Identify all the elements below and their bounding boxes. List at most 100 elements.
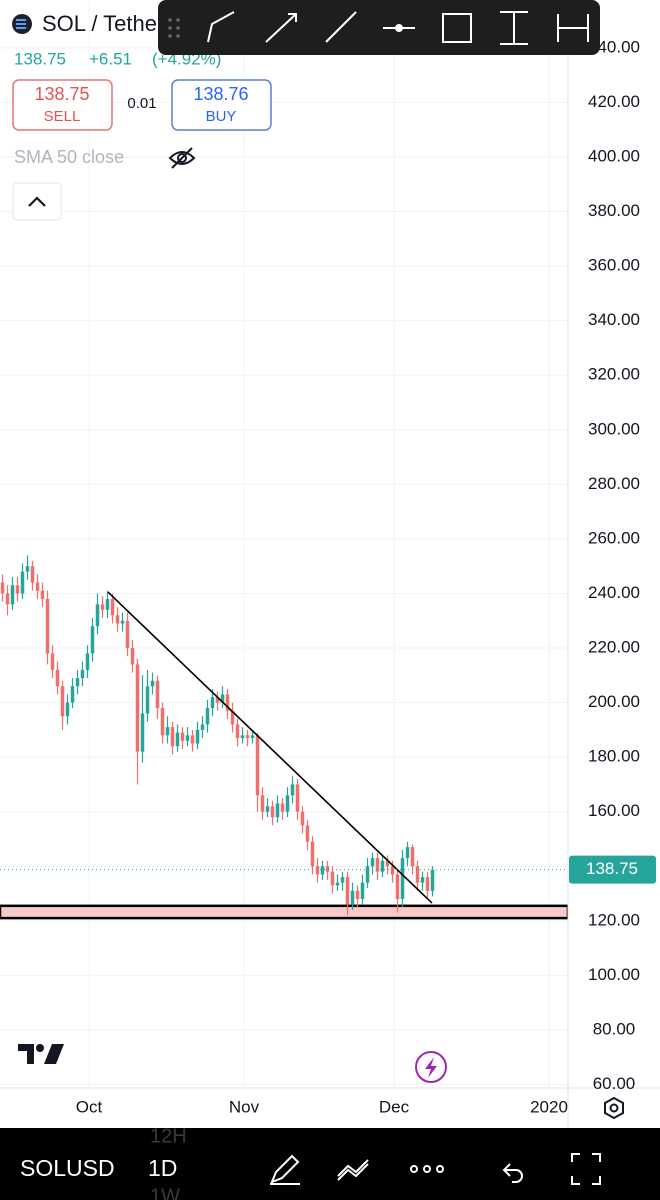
candle-body bbox=[200, 724, 205, 730]
candle-body bbox=[255, 735, 260, 796]
support-zone bbox=[0, 904, 568, 920]
candle-body bbox=[235, 724, 240, 739]
collapse-button[interactable] bbox=[12, 182, 62, 221]
candle-body bbox=[210, 697, 215, 709]
tool-path[interactable] bbox=[207, 11, 235, 43]
candle-body bbox=[225, 694, 230, 711]
lines-icon[interactable] bbox=[337, 1159, 369, 1181]
candle-body bbox=[405, 847, 410, 859]
bottom-bar bbox=[0, 1128, 660, 1200]
symbol-logo-mark bbox=[16, 19, 26, 29]
y-tick-label: 200.00 bbox=[588, 692, 640, 711]
candle-body bbox=[170, 727, 175, 747]
candle-body bbox=[165, 727, 170, 736]
candle-body bbox=[145, 686, 150, 714]
settings-icon[interactable] bbox=[604, 1096, 624, 1120]
candle-body bbox=[230, 710, 235, 725]
trend-line bbox=[107, 591, 433, 904]
candle-body bbox=[75, 678, 80, 687]
tool-measure[interactable] bbox=[557, 14, 589, 42]
last-price-label: 138.75 bbox=[586, 859, 638, 878]
candle-body bbox=[155, 680, 160, 709]
y-tick-label: 120.00 bbox=[588, 910, 640, 929]
drawing-toolbar bbox=[158, 0, 600, 55]
toolbar-bg bbox=[158, 0, 600, 55]
y-tick-label: 380.00 bbox=[588, 201, 640, 220]
candle-body bbox=[175, 732, 180, 747]
candle-body bbox=[55, 669, 60, 687]
bottom-symbol[interactable]: SOLUSD bbox=[20, 1155, 115, 1181]
candle-body bbox=[330, 871, 335, 886]
candle-body bbox=[180, 732, 185, 741]
sell-box bbox=[12, 79, 113, 131]
candle-body bbox=[375, 858, 380, 872]
candle-body bbox=[355, 890, 360, 900]
buy-button[interactable]: 138.76 BUY bbox=[171, 79, 272, 131]
candle-body bbox=[430, 869, 435, 891]
tool-line[interactable] bbox=[325, 11, 357, 43]
candle-body bbox=[250, 735, 255, 739]
candle-body bbox=[365, 866, 370, 883]
buy-label: BUY bbox=[206, 108, 237, 125]
candle-body bbox=[30, 566, 35, 583]
candle-body bbox=[20, 571, 25, 594]
y-tick-label: 60.00 bbox=[593, 1074, 636, 1093]
indicator-legend[interactable]: SMA 50 close bbox=[14, 147, 124, 167]
candle-body bbox=[135, 664, 140, 752]
more-icon[interactable] bbox=[423, 1165, 431, 1173]
more-icon[interactable] bbox=[410, 1165, 418, 1173]
y-tick-label: 320.00 bbox=[588, 365, 640, 384]
tool-range[interactable] bbox=[500, 11, 528, 45]
candle-body bbox=[265, 806, 270, 812]
candle-body bbox=[220, 694, 225, 703]
ghost-interval: 12H bbox=[150, 1125, 187, 1147]
candle-body bbox=[270, 806, 275, 818]
candle-body bbox=[350, 890, 355, 905]
candle-body bbox=[285, 795, 290, 812]
y-tick-label: 300.00 bbox=[588, 419, 640, 438]
candle-body bbox=[300, 811, 305, 826]
lightning-button[interactable] bbox=[415, 1051, 447, 1083]
last-price-box bbox=[569, 855, 656, 884]
last-price: 138.75 bbox=[14, 49, 66, 68]
plot-area bbox=[0, 555, 568, 920]
candle-body bbox=[120, 620, 125, 624]
draw-icon[interactable] bbox=[270, 1154, 300, 1185]
undo-icon[interactable] bbox=[502, 1163, 523, 1183]
candle-body bbox=[400, 858, 405, 900]
candle-body bbox=[325, 866, 330, 872]
y-tick-label: 100.00 bbox=[588, 965, 640, 984]
collapse-chevron bbox=[28, 196, 46, 207]
candle-body bbox=[35, 582, 40, 591]
candle-body bbox=[380, 860, 385, 872]
y-tick-label: 160.00 bbox=[588, 801, 640, 820]
candle-body bbox=[0, 582, 5, 594]
tool-rectangle[interactable] bbox=[442, 13, 472, 43]
candle-body bbox=[110, 598, 115, 616]
candle-body bbox=[185, 735, 190, 741]
y-tick-label: 340.00 bbox=[588, 310, 640, 329]
candle-body bbox=[280, 803, 285, 812]
candle-body bbox=[195, 729, 200, 744]
candle-body bbox=[410, 847, 415, 867]
bottom-interval[interactable]: 1D bbox=[148, 1155, 177, 1181]
fullscreen-icon[interactable] bbox=[571, 1153, 601, 1185]
candle-body bbox=[240, 735, 245, 739]
candle-body bbox=[140, 713, 145, 752]
hide-indicator-icon[interactable] bbox=[168, 147, 196, 169]
y-tick-label: 440.00 bbox=[588, 37, 640, 56]
candle-body bbox=[385, 860, 390, 867]
more-icon[interactable] bbox=[436, 1165, 444, 1173]
candle-body bbox=[25, 566, 30, 572]
candle-body bbox=[45, 598, 50, 654]
candle-body bbox=[70, 686, 75, 703]
candle-body bbox=[50, 653, 55, 670]
tool-arrow[interactable] bbox=[265, 13, 297, 43]
drag-handle[interactable] bbox=[168, 18, 180, 38]
candle-body bbox=[415, 866, 420, 883]
sell-button[interactable]: 138.75 SELL bbox=[12, 79, 113, 131]
sell-price: 138.75 bbox=[34, 84, 89, 104]
price-change: +6.51 bbox=[89, 49, 132, 68]
y-tick-label: 260.00 bbox=[588, 528, 640, 547]
